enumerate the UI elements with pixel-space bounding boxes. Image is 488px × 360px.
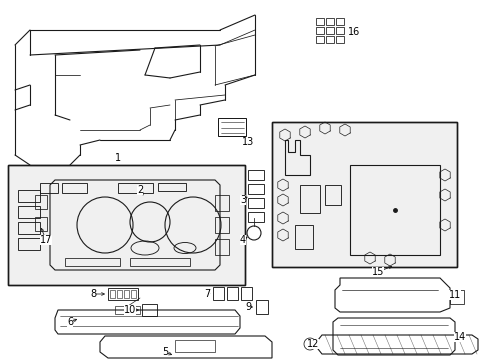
Text: 8: 8 [90, 289, 96, 299]
Bar [226, 287, 238, 300]
Bar [8, 165, 244, 285]
Bar [215, 239, 228, 255]
Bar [315, 36, 324, 43]
Bar [315, 18, 324, 25]
Text: 7: 7 [203, 289, 210, 299]
Bar [18, 222, 40, 234]
Bar [65, 258, 120, 266]
Bar [271, 122, 456, 267]
Text: 13: 13 [242, 137, 254, 147]
Bar [18, 238, 40, 250]
Bar [35, 217, 47, 231]
Bar [247, 170, 264, 180]
Bar [247, 198, 264, 208]
Bar [315, 27, 324, 34]
Text: 15: 15 [371, 267, 384, 277]
Bar [325, 27, 333, 34]
Text: 6: 6 [67, 317, 73, 327]
Bar [110, 290, 115, 298]
Bar [8, 165, 244, 285]
Bar [325, 36, 333, 43]
Text: 16: 16 [347, 27, 359, 37]
Bar [215, 195, 228, 211]
Bar [271, 122, 456, 267]
Text: 17: 17 [40, 235, 52, 245]
Bar [142, 304, 157, 316]
Text: 3: 3 [240, 195, 245, 205]
Bar [117, 290, 122, 298]
Bar [349, 165, 439, 255]
Text: 4: 4 [240, 235, 245, 245]
Bar [247, 212, 264, 222]
Bar [213, 287, 224, 300]
Bar [18, 190, 40, 202]
Bar [299, 185, 319, 213]
Bar [325, 18, 333, 25]
Bar [247, 184, 264, 194]
Bar [130, 258, 190, 266]
Bar [124, 290, 129, 298]
Bar [18, 206, 40, 218]
Bar [335, 36, 343, 43]
Bar [62, 183, 87, 193]
Bar [256, 300, 267, 314]
Text: 11: 11 [448, 290, 460, 300]
Bar [131, 290, 136, 298]
Bar [294, 225, 312, 249]
Bar [241, 287, 251, 300]
Bar [335, 27, 343, 34]
Bar [118, 183, 153, 193]
Bar [158, 183, 185, 191]
Bar [40, 183, 58, 193]
Text: 5: 5 [162, 347, 168, 357]
Bar [108, 288, 138, 300]
Text: 2: 2 [137, 185, 143, 195]
Text: 9: 9 [244, 302, 250, 312]
Text: 1: 1 [115, 153, 121, 163]
Bar [115, 306, 140, 314]
Bar [449, 290, 463, 304]
Bar [215, 217, 228, 233]
Bar [218, 118, 245, 136]
Bar [175, 340, 215, 352]
Bar [325, 185, 340, 205]
Text: 10: 10 [123, 305, 136, 315]
Bar [335, 18, 343, 25]
Text: 14: 14 [453, 332, 465, 342]
Bar [35, 195, 47, 209]
Text: 12: 12 [306, 339, 319, 349]
